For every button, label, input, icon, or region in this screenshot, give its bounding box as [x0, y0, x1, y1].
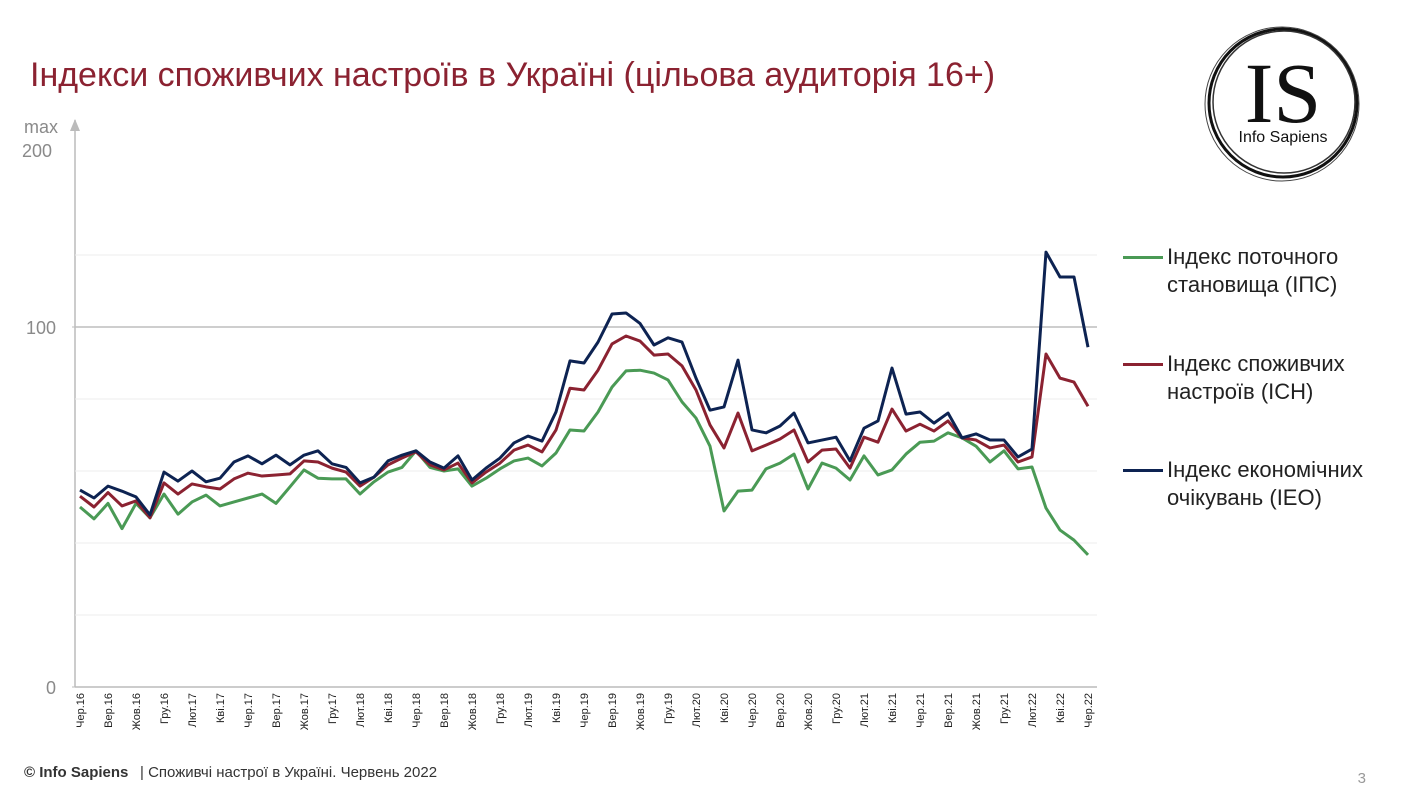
x-tick-label: Жов.18 [467, 693, 479, 730]
x-tick-label: Чер.22 [1083, 693, 1095, 728]
x-tick-label: Вер.21 [943, 693, 955, 728]
x-tick-label: Кві.17 [215, 693, 227, 723]
legend-label: Індекс поточного становища (ІПС) [1167, 244, 1339, 297]
grid [75, 254, 1097, 616]
x-tick-label: Вер.18 [439, 693, 451, 728]
legend-label: Індекс споживчих настроїв (ІСН) [1167, 351, 1345, 404]
y-tick-label: 0 [46, 678, 56, 698]
x-tick-label: Жов.16 [131, 693, 143, 730]
x-tick-label: Вер.17 [271, 693, 283, 728]
x-tick-label: Кві.19 [551, 693, 563, 723]
x-tick-label: Лют.18 [355, 693, 367, 727]
chart-title: Індекси споживчих настроїв в Україні (ці… [30, 56, 995, 94]
legend-swatch [1123, 469, 1163, 472]
x-tick-label: Жов.19 [635, 693, 647, 730]
x-tick-label: Гру.16 [159, 693, 171, 724]
x-tick-label: Лют.19 [523, 693, 535, 727]
series-line [79, 250, 1090, 517]
x-tick-label: Гру.19 [663, 693, 675, 724]
x-tick-label: Вер.20 [775, 693, 787, 728]
legend-item: Індекс економічних очікувань (ІЕО) [1123, 456, 1363, 512]
logo-ring [1207, 27, 1359, 179]
footer-text: | Споживчі настрої в Україні. Червень 20… [140, 764, 437, 781]
x-tick-label: Чер.16 [75, 693, 87, 728]
x-tick-label: Кві.20 [719, 693, 731, 723]
x-tick-label: Кві.18 [383, 693, 395, 723]
logo-mark: IS [1245, 45, 1321, 141]
x-tick-label: Гру.17 [327, 693, 339, 724]
series-line [79, 368, 1090, 556]
legend-item: Індекс поточного становища (ІПС) [1123, 243, 1363, 299]
legend-swatch [1123, 363, 1163, 366]
y-top-label: 200 [22, 141, 52, 161]
x-tick-label: Чер.21 [915, 693, 927, 728]
x-tick-label: Гру.20 [831, 693, 843, 724]
logo-ring [1212, 30, 1356, 174]
footer-source: © Info Sapiens [24, 764, 128, 781]
legend-swatch [1123, 256, 1163, 259]
logo-ring [1204, 26, 1360, 182]
x-tick-label: Лют.20 [691, 693, 703, 727]
legend-label: Індекс економічних очікувань (ІЕО) [1167, 457, 1363, 510]
x-tick-label: Гру.21 [999, 693, 1011, 724]
x-tick-label: Чер.18 [411, 693, 423, 728]
series-line [79, 334, 1090, 520]
x-tick-label: Чер.20 [747, 693, 759, 728]
x-tick-label: Гру.18 [495, 693, 507, 724]
x-tick-label: Вер.16 [103, 693, 115, 728]
x-tick-label: Чер.19 [579, 693, 591, 728]
x-tick-label: Жов.17 [299, 693, 311, 730]
x-tick-label: Лют.21 [859, 693, 871, 727]
x-tick-label: Вер.19 [607, 693, 619, 728]
logo-text: Info Sapiens [1239, 129, 1328, 146]
y-tick-label: 100 [26, 318, 56, 338]
logo: IS Info Sapiens [1204, 26, 1360, 182]
page-number: 3 [1358, 770, 1366, 787]
x-tick-label: Лют.22 [1027, 693, 1039, 727]
x-tick-label: Лют.17 [187, 693, 199, 727]
x-tick-label: Жов.21 [971, 693, 983, 730]
legend-item: Індекс споживчих настроїв (ІСН) [1123, 350, 1363, 406]
axis-arrow [70, 119, 80, 131]
x-tick-label: Кві.21 [887, 693, 899, 723]
x-tick-label: Жов.20 [803, 693, 815, 730]
x-tick-label: Чер.17 [243, 693, 255, 728]
y-top-label: max [24, 117, 58, 137]
x-tick-label: Кві.22 [1055, 693, 1067, 723]
